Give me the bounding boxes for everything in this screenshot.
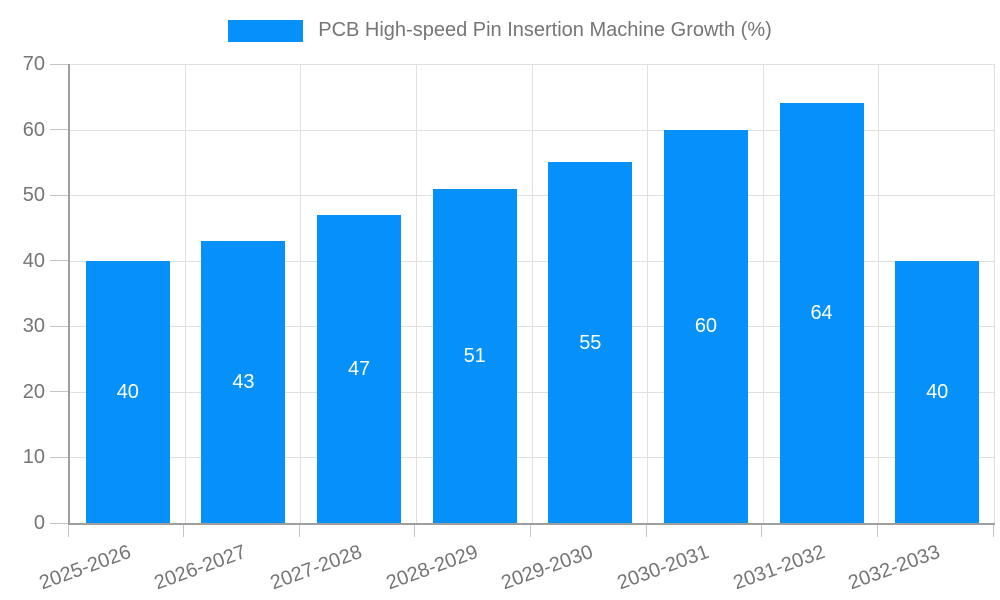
y-axis-label-0: 0 xyxy=(33,512,45,534)
y-tick-mark xyxy=(50,522,68,524)
bar-2030-2031[interactable]: 60 xyxy=(663,129,748,523)
plot-area: 40 43 47 51 55 60 64 40 xyxy=(68,64,995,525)
bar-value-label: 47 xyxy=(347,357,371,380)
y-axis-label-10: 10 xyxy=(22,446,45,469)
y-axis-label-70: 70 xyxy=(22,53,45,75)
y-axis-label-20: 20 xyxy=(22,380,45,403)
y-tick-mark xyxy=(50,194,68,196)
y-axis-label-30: 30 xyxy=(22,315,45,338)
bar-value-label: 40 xyxy=(926,380,949,403)
gridline-horizontal xyxy=(70,326,995,328)
x-tick-mark xyxy=(414,525,416,537)
bar-2029-2030[interactable]: 55 xyxy=(548,162,633,523)
x-tick-mark xyxy=(992,525,994,537)
gridline-vertical xyxy=(994,64,995,523)
gridline-horizontal xyxy=(70,64,995,65)
x-tick-mark xyxy=(530,525,531,537)
x-tick-mark xyxy=(761,525,763,537)
bar-2032-2033[interactable]: 40 xyxy=(895,260,980,523)
gridline-vertical xyxy=(878,64,880,523)
y-axis-label-60: 60 xyxy=(22,118,45,141)
y-tick-mark xyxy=(50,129,68,131)
legend: PCB High-speed Pin Insertion Machine Gro… xyxy=(0,19,1000,42)
y-tick-mark xyxy=(50,391,68,393)
gridline-vertical xyxy=(300,64,302,523)
x-tick-mark xyxy=(876,525,878,537)
bar-value-label: 43 xyxy=(232,371,255,394)
gridline-horizontal xyxy=(70,129,995,131)
gridline-vertical xyxy=(762,64,764,523)
gridline-horizontal xyxy=(70,260,995,262)
bar-value-label: 64 xyxy=(810,302,833,325)
y-tick-mark xyxy=(50,260,68,262)
y-axis-label-40: 40 xyxy=(22,249,45,272)
bar-value-label: 51 xyxy=(463,344,486,367)
y-tick-mark xyxy=(50,325,68,327)
x-tick-mark xyxy=(298,525,300,537)
legend-label: PCB High-speed Pin Insertion Machine Gro… xyxy=(318,19,772,41)
x-tick-mark xyxy=(183,525,185,537)
x-tick-mark xyxy=(645,525,647,537)
y-tick-mark xyxy=(50,63,68,65)
gridline-vertical xyxy=(647,64,649,523)
bar-2026-2027[interactable]: 43 xyxy=(201,241,286,523)
y-axis-label-50: 50 xyxy=(22,184,45,207)
gridline-horizontal xyxy=(70,195,995,197)
bar-value-label: 60 xyxy=(694,315,718,338)
bar-2031-2032[interactable]: 64 xyxy=(779,103,864,523)
bar-value-label: 40 xyxy=(116,380,139,403)
gridline-horizontal xyxy=(70,457,995,459)
gridline-vertical xyxy=(415,64,417,523)
bar-2027-2028[interactable]: 47 xyxy=(317,214,402,523)
bar-2028-2029[interactable]: 51 xyxy=(432,188,517,523)
x-tick-mark xyxy=(67,525,69,537)
gridline-vertical xyxy=(531,64,533,523)
bar-2025-2026[interactable]: 40 xyxy=(85,260,170,523)
bar-value-label: 55 xyxy=(579,331,602,354)
legend-swatch-icon xyxy=(228,19,304,42)
gridline-horizontal xyxy=(70,391,995,393)
legend-item[interactable]: PCB High-speed Pin Insertion Machine Gro… xyxy=(228,19,772,42)
gridline-vertical xyxy=(184,64,186,523)
y-tick-mark xyxy=(50,456,68,458)
